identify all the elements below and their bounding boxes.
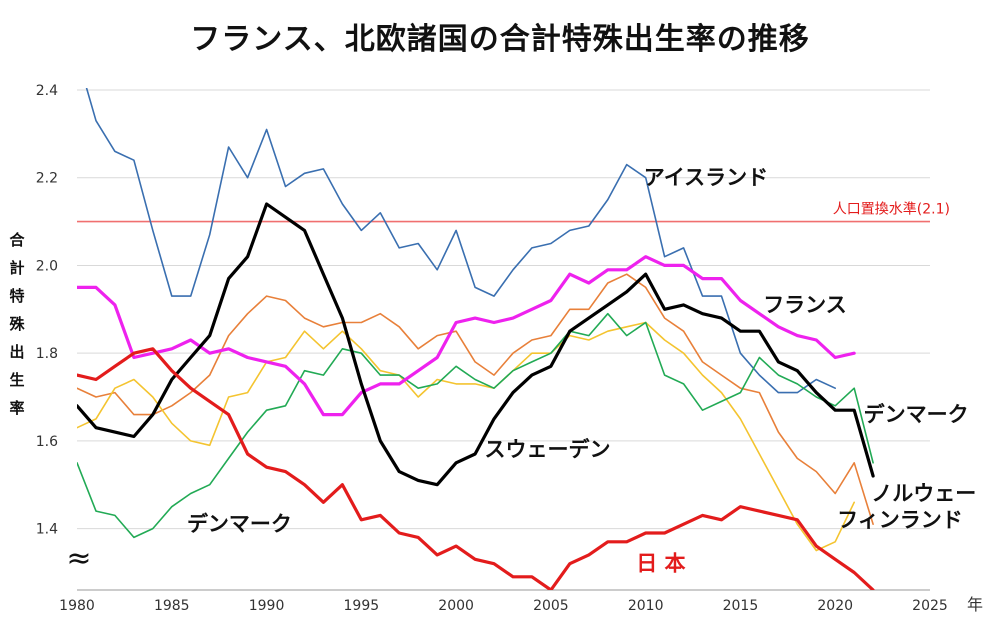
x-tick-label: 2010 (628, 598, 664, 614)
axis-break-symbol: ≈ (66, 541, 91, 576)
y-axis-label-char: 生 (9, 371, 25, 389)
x-tick-label: 1990 (249, 598, 285, 614)
series-name-label: デンマーク (187, 512, 292, 536)
x-tick-label: 2005 (533, 598, 569, 614)
series-name-label: フランス (763, 293, 847, 317)
x-axis-label: 年 (967, 595, 983, 614)
chart-title: フランス、北欧諸国の合計特殊出生率の推移 (190, 22, 810, 57)
x-tick-label: 2020 (817, 598, 853, 614)
y-tick-label: 1.8 (36, 346, 58, 362)
series-line (77, 273, 874, 526)
y-axis-label-char: 特 (9, 287, 25, 305)
y-axis-label-char: 計 (9, 259, 25, 277)
series-line (77, 255, 856, 417)
y-tick-label: 2.4 (36, 83, 58, 99)
reference-line-group: 人口置換水準(2.1) (77, 202, 950, 223)
y-axis-label-char: 殊 (9, 315, 25, 333)
y-tick-label: 2.2 (36, 171, 58, 187)
replacement-level-label: 人口置換水準(2.1) (833, 202, 950, 218)
x-tick-label: 1995 (344, 598, 380, 614)
x-tick-labels: 1980 1985 1990 1995 2000 2005 2010 2015 2020 2025… (59, 595, 983, 614)
series-name-label: デンマーク (864, 403, 969, 427)
series-name-label: 日 本 (636, 552, 685, 576)
series-line (85, 88, 837, 394)
series-name-label: ノルウェー (871, 482, 976, 506)
series-line (77, 312, 874, 539)
series-line (77, 321, 856, 552)
x-tick-label: 2000 (438, 598, 474, 614)
x-tick-label: 2025 (912, 598, 948, 614)
y-axis-label-char: 率 (9, 399, 25, 417)
gridlines (77, 89, 930, 591)
y-axis-label-char: 出 (9, 343, 25, 361)
series-line (77, 202, 875, 487)
series-group (77, 88, 875, 590)
series-name-label: フィンランド (837, 508, 963, 532)
series-line (77, 347, 875, 590)
y-tick-label: 1.4 (36, 522, 58, 538)
series-name-label: スウェーデン (485, 438, 611, 462)
x-tick-label: 1985 (154, 598, 190, 614)
y-tick-labels: 1.4 1.6 1.8 2.0 2.2 2.4 ≈ (36, 83, 92, 576)
y-axis-label-char: 合 (9, 231, 25, 249)
x-tick-label: 1980 (59, 598, 95, 614)
y-tick-label: 2.0 (36, 258, 58, 274)
y-tick-label: 1.6 (36, 434, 58, 450)
x-tick-label: 2015 (723, 598, 759, 614)
y-axis-label: 合計特殊出生率 (6, 226, 28, 422)
series-name-label: アイスランド (644, 166, 768, 190)
